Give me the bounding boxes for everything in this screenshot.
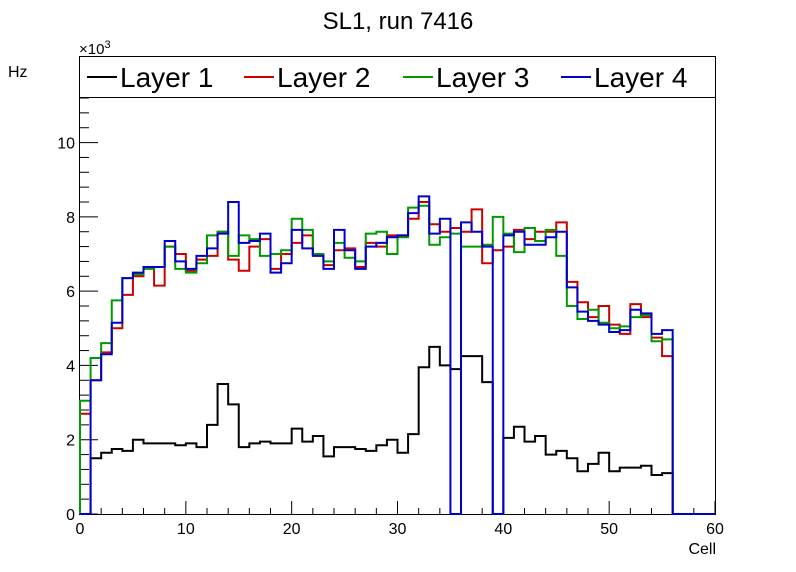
y-tick-label: 2 (66, 433, 75, 450)
x-tick-label: 30 (389, 521, 407, 538)
x-tick-label: 0 (76, 521, 85, 538)
x-axis-label: Cell (688, 541, 716, 558)
legend-label-layer-3: Layer 3 (436, 62, 529, 93)
exponent-power: 3 (104, 39, 110, 51)
series-line-layer-4 (80, 195, 715, 515)
y-tick-label: 4 (66, 358, 75, 375)
legend-label-layer-4: Layer 4 (594, 62, 687, 93)
exponent-base: ×10 (79, 41, 104, 58)
series-line-layer-3 (79, 204, 715, 515)
y-tick-label: 8 (66, 210, 75, 227)
y-tick-label: 0 (66, 507, 75, 524)
x-tick-label: 40 (494, 521, 512, 538)
x-tick-label: 20 (283, 521, 301, 538)
y-axis-exponent: ×103 (79, 39, 111, 58)
x-tick-label: 50 (600, 521, 618, 538)
series-line-layer-1 (80, 345, 715, 515)
x-tick-label: 10 (177, 521, 195, 538)
chart-title: SL1, run 7416 (323, 8, 474, 35)
y-tick-label: 10 (57, 136, 75, 153)
legend-label-layer-1: Layer 1 (120, 62, 213, 93)
legend-box (79, 56, 716, 98)
legend-label-layer-2: Layer 2 (277, 62, 370, 93)
series-line-layer-2 (79, 201, 715, 515)
y-tick-label: 6 (66, 284, 75, 301)
y-axis-label: Hz (8, 64, 28, 81)
x-tick-label: 60 (706, 521, 724, 538)
